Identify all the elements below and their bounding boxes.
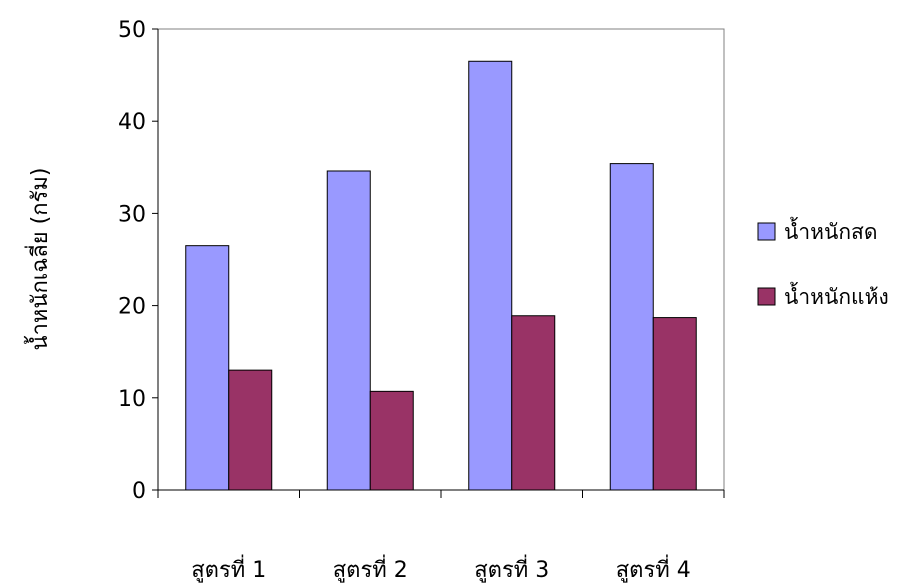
bar-dry-weight-1	[228, 369, 273, 491]
bar-dry-weight-4	[652, 317, 697, 491]
legend-label: น้ำหนักแห้ง	[784, 282, 889, 309]
y-tick-label: 20	[118, 295, 146, 320]
y-tick-label: 40	[118, 110, 146, 135]
bar-fresh-weight-3	[468, 60, 513, 491]
y-tick-label: 50	[118, 18, 146, 43]
y-ticks: 0 10 20 30 40 50	[118, 18, 158, 504]
y-axis-label: น้ำหนักเฉลี่ย (กรัม)	[24, 168, 53, 351]
bars	[185, 60, 697, 491]
bar-dry-weight-2	[369, 390, 414, 491]
bar-fresh-weight-2	[326, 170, 371, 491]
y-tick-label: 10	[118, 387, 146, 412]
y-tick-label: 0	[132, 479, 146, 504]
x-category-label: สูตรที่ 1	[191, 554, 266, 583]
x-category-label: สูตรที่ 2	[333, 554, 408, 583]
legend-label: น้ำหนักสด	[784, 217, 878, 244]
x-category-label: สูตรที่ 3	[474, 554, 549, 583]
bar-dry-weight-3	[511, 315, 556, 491]
x-category-label: สูตรที่ 4	[616, 554, 691, 583]
bar-fresh-weight-4	[609, 163, 654, 491]
legend-swatch	[757, 222, 776, 241]
x-ticks: สูตรที่ 1 สูตรที่ 2 สูตรที่ 3 สูตรที่ 4	[157, 490, 725, 583]
bar-fresh-weight-1	[185, 245, 230, 491]
legend-swatch	[757, 287, 776, 306]
y-tick-label: 30	[118, 202, 146, 227]
